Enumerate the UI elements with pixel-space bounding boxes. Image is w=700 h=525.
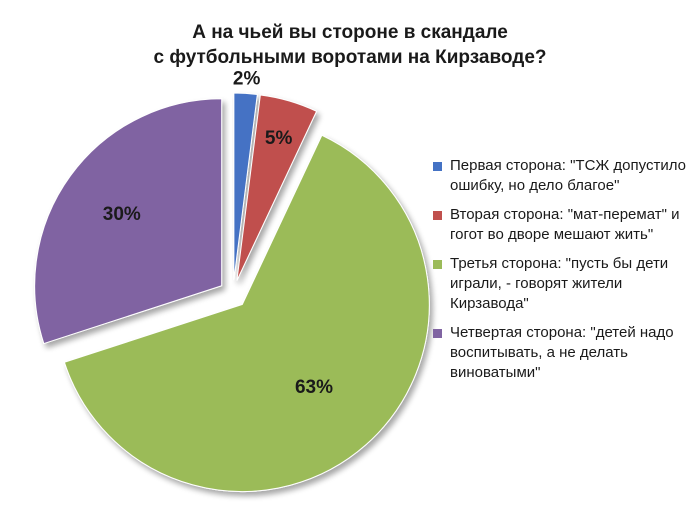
chart-title-line-2: с футбольными воротами на Кирзаводе?: [153, 47, 547, 68]
legend-item-second-side: Вторая сторона: "мат-перемат" и гогот во…: [433, 205, 695, 245]
legend-item-third-side: Третья сторона: "пусть бы дети играли, -…: [433, 254, 695, 314]
legend-item-first-side: Первая сторона: "ТСЖ допустило ошибку, н…: [433, 156, 695, 196]
legend-swatch-third-side: [433, 260, 442, 269]
legend-swatch-first-side: [433, 162, 442, 171]
pie-slice-second-side: [236, 94, 318, 281]
pie-label-third-side: 63%: [295, 377, 333, 398]
pie-slice-first-side: [233, 92, 258, 281]
legend-label-second-side: Вторая сторона: "мат-перемат" и гогот во…: [450, 206, 680, 243]
legend: Первая сторона: "ТСЖ допустило ошибку, н…: [433, 156, 695, 392]
pie-label-fourth-side: 30%: [103, 204, 141, 225]
legend-label-fourth-side: Четвертая сторона: "детей надо воспитыва…: [450, 324, 674, 381]
legend-item-fourth-side: Четвертая сторона: "детей надо воспитыва…: [433, 323, 695, 383]
legend-label-first-side: Первая сторона: "ТСЖ допустило ошибку, н…: [450, 157, 686, 194]
pie-labels: 2% 5% 63% 30%: [103, 68, 333, 397]
chart-title-line-1: А на чьей вы стороне в скандале: [192, 22, 508, 43]
pie-slice-fourth-side: [34, 98, 223, 345]
legend-label-third-side: Третья сторона: "пусть бы дети играли, -…: [450, 255, 669, 312]
chart-title: А на чьей вы стороне в скандале с футбол…: [150, 20, 550, 70]
pie-slice-third-side: [63, 134, 430, 492]
pie-slices: [34, 92, 430, 492]
legend-swatch-second-side: [433, 211, 442, 220]
legend-swatch-fourth-side: [433, 329, 442, 338]
pie-label-second-side: 5%: [265, 128, 293, 149]
pie-label-first-side: 2%: [233, 68, 261, 89]
